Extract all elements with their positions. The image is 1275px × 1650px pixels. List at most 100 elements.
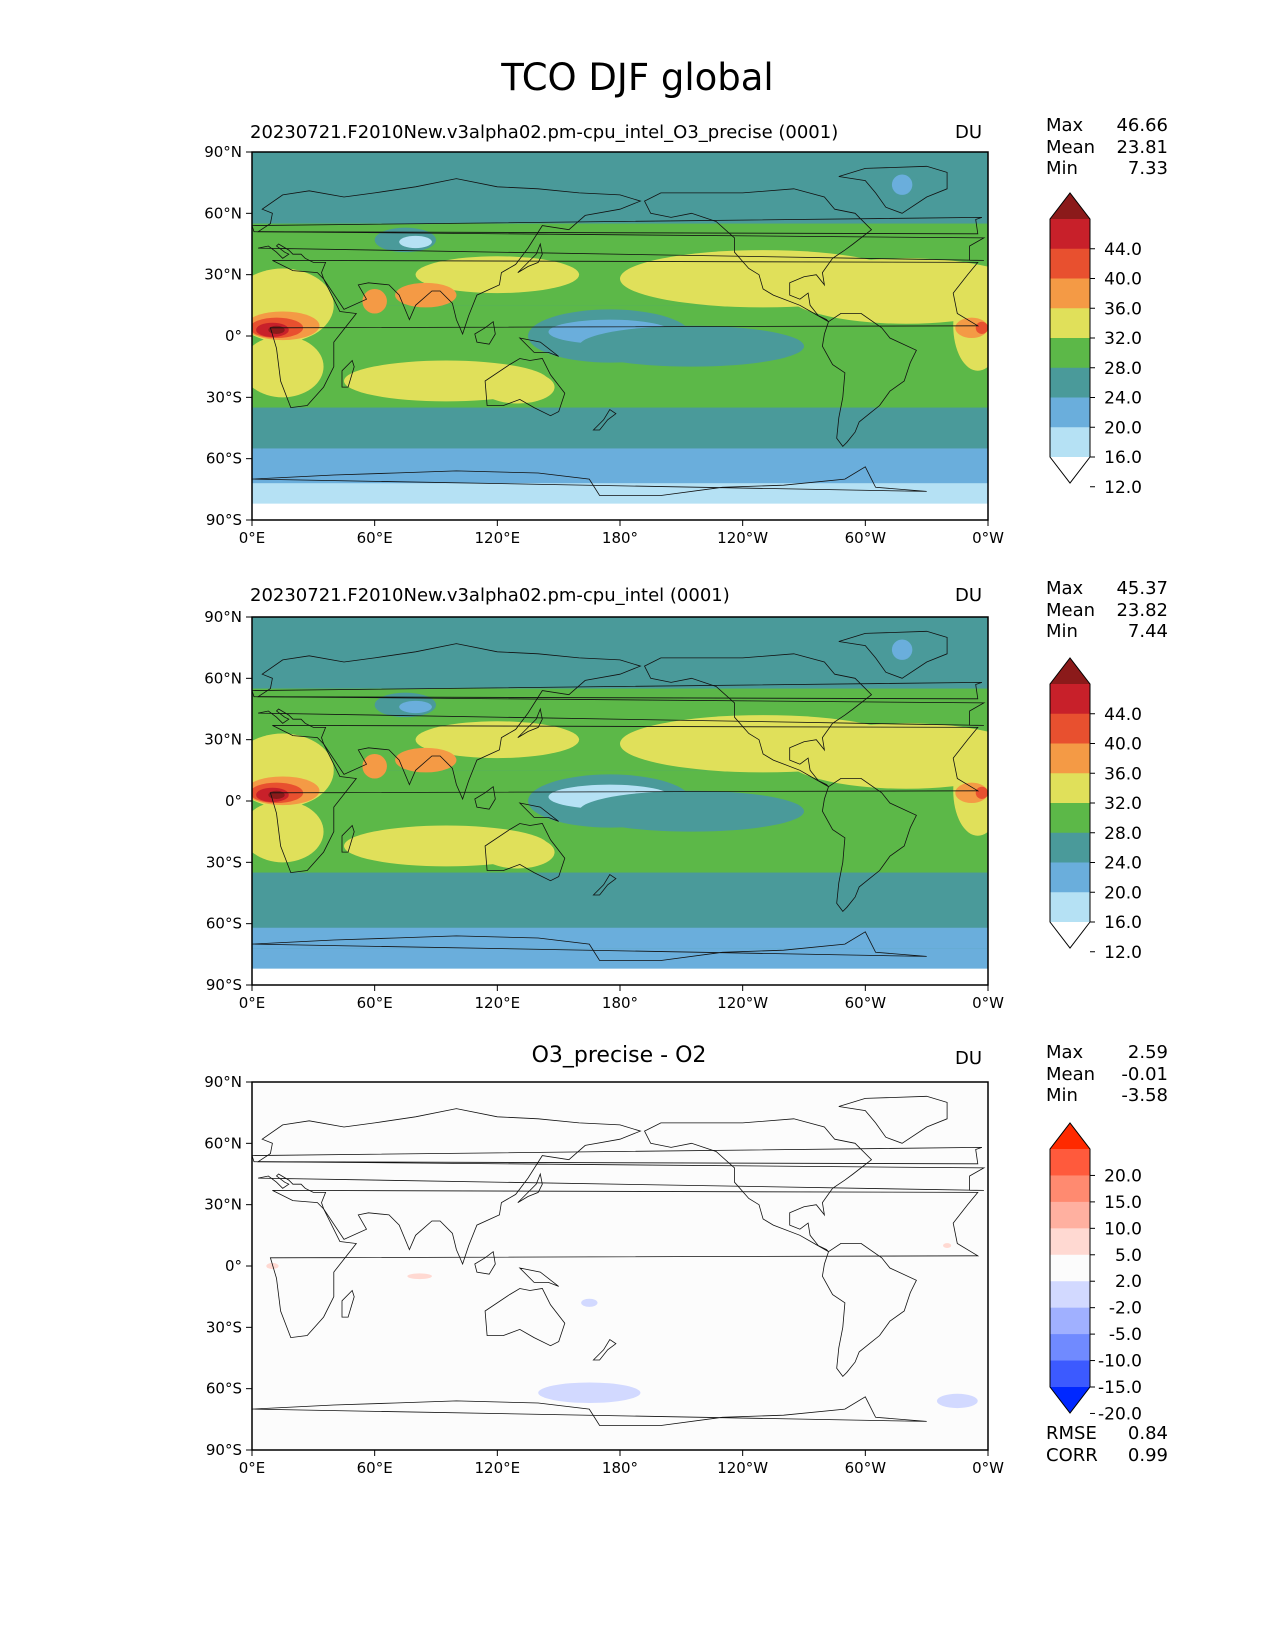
colorbar-level-label: -20.0 [1098,1404,1142,1424]
coastline-nz [592,409,617,431]
greenland-core [891,174,913,195]
coastline-greenland [838,630,948,679]
east-pacific [579,790,804,832]
diff-southern-pacific [538,1382,641,1403]
coastline-africa [269,1190,980,1339]
coastline-eurasia [256,1108,986,1266]
rmse-value: 0.84 [1127,1423,1168,1444]
map-panel-2: 0°E 60°E 120°E 180° 120°W 60°W 0°W 90°N 60°N 30°N… [204,608,1004,1012]
x-tick-label: 0°E [239,529,266,547]
asia-high [415,256,580,294]
coastline-australia [484,823,566,882]
x-tick-label: 60°W [845,994,887,1012]
x-tick-label: 120°E [475,994,521,1012]
y-tick-label: 30°N [204,266,242,284]
x-tick-label: 0°E [239,994,266,1012]
mean-label: Mean [1046,136,1096,158]
x-tick-label: 180° [602,994,638,1012]
colorbar-level-label: 24.0 [1104,389,1142,409]
coastline-australia [484,1288,566,1347]
panel-3-units: DU [955,1048,983,1069]
y-tick-label: 30°S [206,853,242,871]
panel-2-title: 20230721.F2010New.v3alpha02.pm-cpu_intel… [250,585,730,606]
x-tick-label: 120°E [475,1459,521,1477]
natlantic-high [783,723,988,789]
y-tick-label: 60°S [206,450,242,468]
mean-value: -0.01 [1121,1063,1168,1085]
diff-weddell [936,1393,978,1409]
panel-1-title: 20230721.F2010New.v3alpha02.pm-cpu_intel… [250,122,839,143]
colorbar-level-label: -2.0 [1109,1299,1142,1319]
colorbar-level-label: 24.0 [1104,854,1142,874]
panel-3-error-stats: RMSE 0.84 CORR 0.99 [1046,1423,1168,1466]
y-tick-label: 0° [225,327,242,345]
y-tick-label: 30°S [206,388,242,406]
colorbar-level-label: 2.0 [1115,1272,1142,1292]
colorbar-extend-bottom [1050,457,1090,483]
min-value: -3.58 [1121,1085,1168,1106]
colorbar-segment [1050,219,1090,250]
diff-senegal-pos [943,1243,952,1249]
y-tick-label: 60°N [204,669,242,687]
colorbar-extend-bottom [1050,922,1090,948]
so-band-20 [252,886,988,914]
y-tick-label: 90°S [206,1441,242,1459]
colorbar-segment [1050,338,1090,369]
x-tick-label: 0°E [239,1459,266,1477]
coastline-uk [252,217,983,235]
map-panel-1: 0°E 60°E 120°E 180° 120°W 60°W 0°W 90°N 60°N 30°N… [204,143,1004,547]
colorbar-level-label: 12.0 [1104,943,1142,963]
mean-value: 23.81 [1116,136,1168,158]
coastline-newguinea [518,337,559,357]
corr-label: CORR [1046,1444,1098,1466]
coastlines [252,630,986,985]
min-label: Min [1046,621,1078,642]
colorbar-1: 44.0 40.0 36.0 32.0 28.0 24.0 20.0 16.0 12.0 [1049,192,1142,498]
colorbar-segment [1050,1175,1090,1203]
coastline-uk [252,682,983,700]
y-tick-label: 60°N [204,204,242,222]
colorbar-segment [1050,1201,1090,1229]
y-tick-label: 30°N [204,1196,242,1214]
coastline-borneo [474,785,496,810]
coastline-madagascar [341,824,355,853]
colorbar-segment [1050,248,1090,279]
colorbar-segment [1050,684,1090,715]
antarctic-16 [252,927,988,949]
colorbar-segment [1050,773,1090,804]
colorbar-segment [1050,367,1090,398]
colorbar-level-label: 5.0 [1115,1246,1142,1266]
x-tick-label: 60°W [845,1459,887,1477]
coastline-antarctica [252,1396,927,1450]
coastline-samerica [821,778,917,913]
colorbar-segment [1050,308,1090,339]
colorbar-segment [1050,803,1090,834]
colorbar-extend-top [1050,1123,1090,1149]
natlantic-high [783,258,988,324]
colorbar-segment [1050,1334,1090,1362]
colorbar-segment [1050,1254,1090,1282]
y-tick-label: 90°N [204,1073,242,1091]
coastline-namerica [643,1118,873,1253]
mean-value: 23.82 [1116,599,1168,621]
x-tick-label: 0°W [972,529,1004,547]
max-label: Max [1046,115,1084,136]
figure-title: TCO DJF global [501,56,774,99]
coastline-madagascar [341,1289,355,1318]
coastline-newguinea [518,1267,559,1287]
y-tick-label: 90°S [206,511,242,529]
y-tick-label: 30°N [204,731,242,749]
colorbar-segment [1050,892,1090,923]
colorbar-level-label: 20.0 [1104,1166,1142,1186]
colorbar-level-label: 28.0 [1104,359,1142,379]
x-tick-label: 0°W [972,1459,1004,1477]
colorbar-level-label: 40.0 [1104,735,1142,755]
coastline-antarctica [252,466,927,520]
field-layer [252,152,988,520]
rmse-label: RMSE [1046,1423,1097,1444]
coastline-samerica [821,313,917,448]
coastline-namerica [643,653,873,788]
coastline-samerica [821,1243,917,1378]
x-tick-label: 120°W [717,994,768,1012]
coastline-greenland [838,1095,948,1144]
